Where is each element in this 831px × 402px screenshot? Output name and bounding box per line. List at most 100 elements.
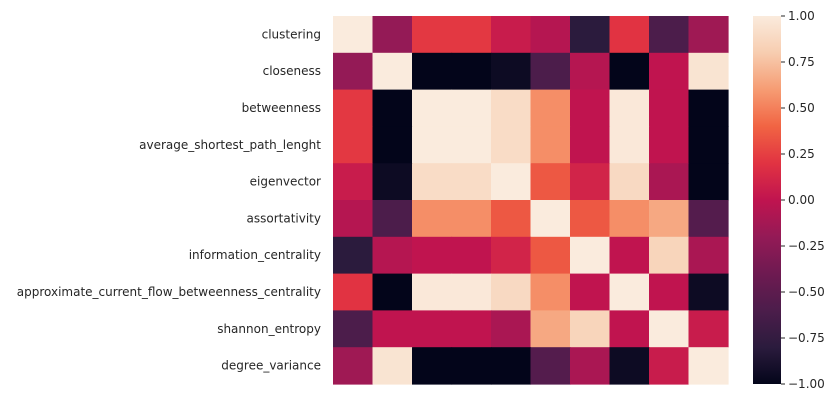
heatmap-cell — [609, 347, 650, 385]
heatmap-cell — [688, 163, 729, 201]
heatmap-cell — [649, 89, 690, 127]
heatmap-cell — [372, 16, 413, 54]
row-label: clustering — [262, 27, 321, 41]
heatmap-cell — [530, 310, 571, 348]
heatmap-cell — [372, 310, 413, 348]
heatmap-cell — [412, 52, 453, 91]
heatmap-cell — [609, 89, 650, 127]
heatmap-cell — [649, 163, 690, 201]
heatmap-cell — [688, 236, 729, 275]
heatmap-cell — [412, 347, 453, 385]
heatmap-cell — [451, 310, 492, 348]
heatmap-cell — [649, 126, 690, 164]
heatmap-cell — [451, 236, 492, 275]
heatmap-cell — [570, 89, 611, 127]
row-label: eigenvector — [250, 175, 321, 189]
heatmap-cell — [609, 200, 650, 238]
heatmap-cell — [333, 347, 374, 385]
heatmap-cell — [649, 16, 690, 54]
heatmap-cell — [491, 126, 532, 164]
heatmap-cell — [412, 126, 453, 164]
heatmap-cell — [688, 347, 729, 385]
row-label: average_shortest_path_lenght — [139, 138, 321, 152]
colorbar-tick-label: 0.75 — [788, 55, 815, 69]
row-label: approximate_current_flow_betweenness_cen… — [17, 285, 321, 299]
heatmap-cell — [688, 310, 729, 348]
heatmap-cell — [688, 200, 729, 238]
heatmap-cell — [372, 126, 413, 164]
colorbar-ticks: 1.00 0.75 0.50 0.25 0.00 −0.25 −0.50 −0.75 −1.00 — [781, 9, 825, 391]
heatmap-cell — [333, 126, 374, 164]
heatmap-cell — [491, 347, 532, 385]
colorbar-tick-label: −0.25 — [788, 239, 825, 253]
heatmap-cell — [530, 126, 571, 164]
row-label: betweenness — [242, 101, 321, 115]
row-label: shannon_entropy — [217, 322, 321, 336]
heatmap-cell — [333, 16, 374, 54]
row-labels: clustering closeness betweenness average_sh… — [17, 27, 322, 372]
heatmap-cell — [491, 273, 532, 311]
heatmap-cell — [333, 52, 374, 91]
heatmap-cells — [333, 16, 729, 385]
heatmap-cell — [530, 347, 571, 385]
heatmap-cell — [451, 200, 492, 238]
row-label: assortativity — [247, 211, 321, 225]
heatmap-cell — [570, 16, 611, 54]
heatmap-cell — [570, 236, 611, 275]
heatmap-cell — [570, 126, 611, 164]
row-label: degree_variance — [221, 359, 321, 373]
heatmap-cell — [372, 273, 413, 311]
heatmap-cell — [333, 163, 374, 201]
heatmap-cell — [412, 236, 453, 275]
heatmap-cell — [609, 273, 650, 311]
heatmap-cell — [688, 52, 729, 91]
colorbar — [753, 16, 781, 384]
heatmap-cell — [372, 52, 413, 91]
heatmap-cell — [491, 200, 532, 238]
heatmap-cell — [609, 163, 650, 201]
heatmap-cell — [451, 347, 492, 385]
colorbar-tick-label: −0.75 — [788, 331, 825, 345]
row-label: information_centrality — [189, 248, 321, 262]
heatmap-cell — [333, 236, 374, 275]
heatmap-cell — [609, 52, 650, 91]
heatmap-cell — [570, 200, 611, 238]
heatmap-cell — [530, 16, 571, 54]
heatmap-cell — [412, 273, 453, 311]
heatmap-cell — [491, 236, 532, 275]
heatmap-cell — [688, 16, 729, 54]
heatmap-cell — [333, 200, 374, 238]
heatmap-cell — [570, 52, 611, 91]
heatmap-cell — [688, 126, 729, 164]
heatmap-cell — [372, 163, 413, 201]
colorbar-tick-label: 0.25 — [788, 147, 815, 161]
heatmap-cell — [372, 236, 413, 275]
heatmap-cell — [491, 52, 532, 91]
heatmap-cell — [412, 16, 453, 54]
heatmap-cell — [688, 89, 729, 127]
heatmap-cell — [688, 273, 729, 311]
colorbar-tick-label: −0.50 — [788, 285, 825, 299]
heatmap-cell — [530, 200, 571, 238]
heatmap-cell — [372, 89, 413, 127]
heatmap-cell — [570, 273, 611, 311]
heatmap-cell — [609, 16, 650, 54]
heatmap-cell — [451, 273, 492, 311]
heatmap-cell — [333, 273, 374, 311]
heatmap-cell — [451, 16, 492, 54]
heatmap-cell — [530, 273, 571, 311]
heatmap-cell — [412, 200, 453, 238]
heatmap-cell — [570, 347, 611, 385]
heatmap-cell — [570, 163, 611, 201]
colorbar-tick-label: −1.00 — [788, 377, 825, 391]
heatmap-cell — [649, 52, 690, 91]
heatmap-cell — [333, 89, 374, 127]
heatmap-cell — [530, 52, 571, 91]
heatmap-cell — [491, 310, 532, 348]
heatmap-cell — [372, 200, 413, 238]
heatmap-cell — [530, 163, 571, 201]
heatmap-cell — [649, 200, 690, 238]
heatmap-cell — [491, 163, 532, 201]
heatmap-cell — [570, 310, 611, 348]
